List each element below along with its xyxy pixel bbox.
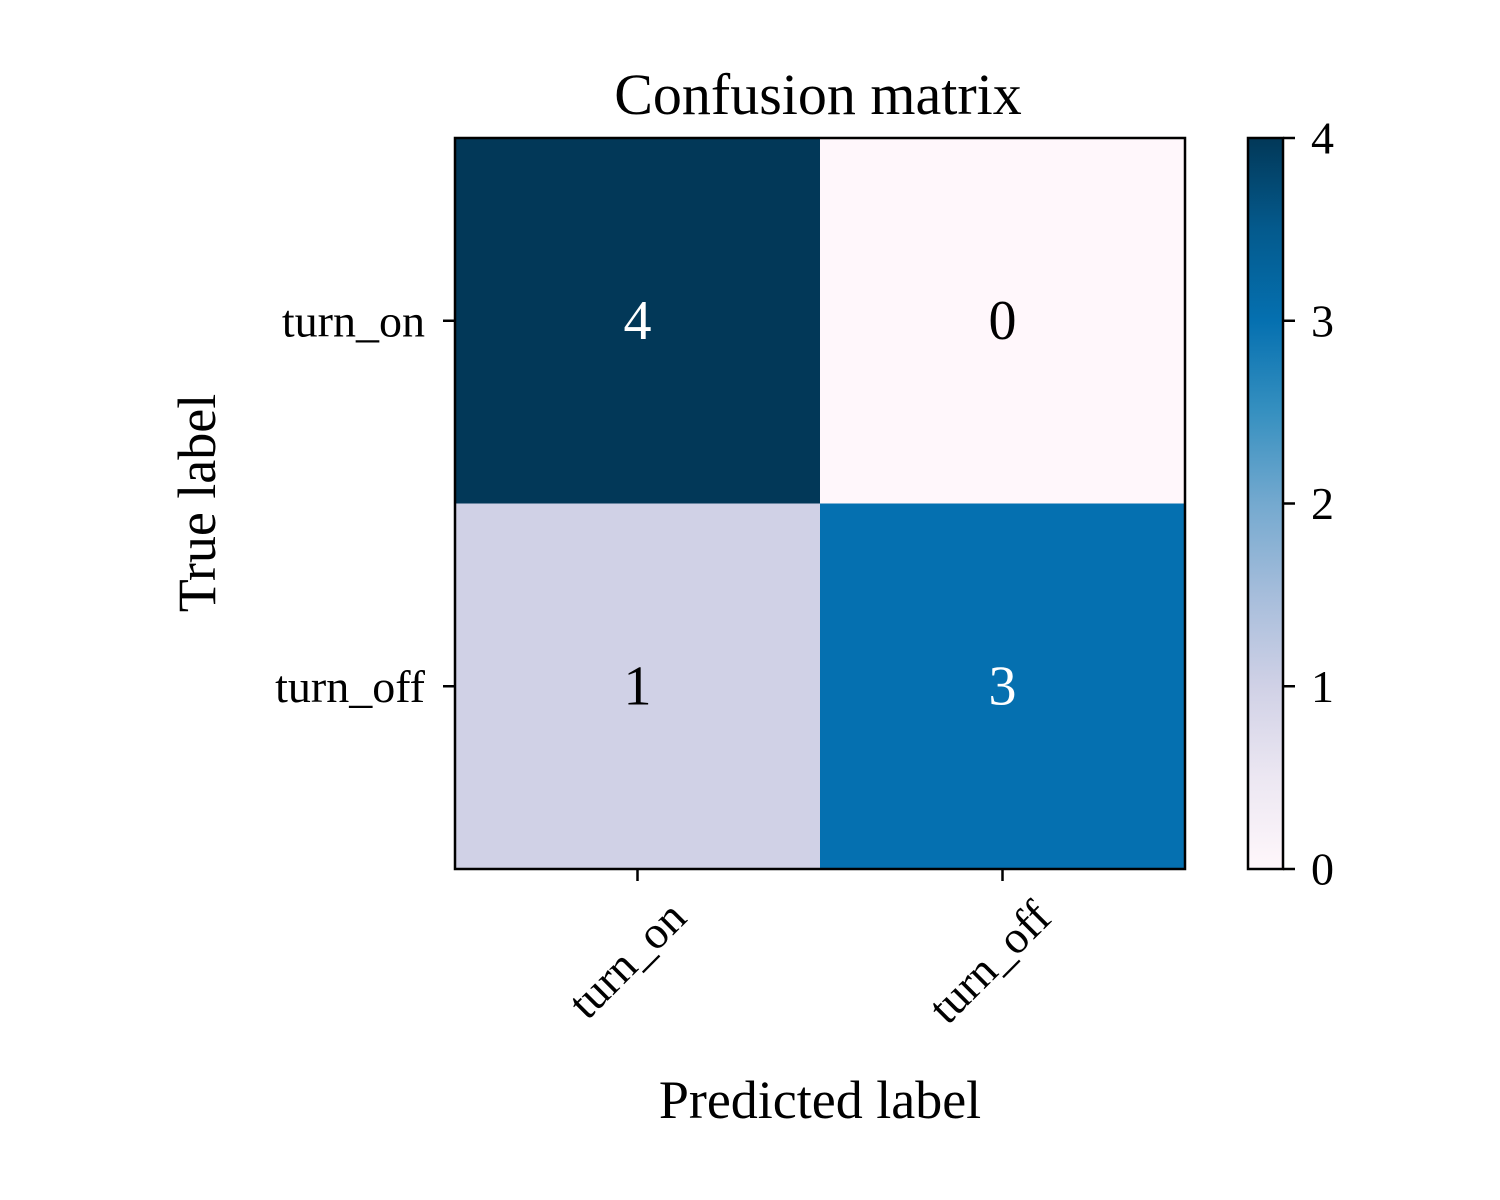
y-tick-label: turn_on [282, 295, 425, 346]
cell-value-labels: 4 0 1 3 [624, 290, 1017, 718]
cell-value-label: 1 [624, 655, 652, 717]
y-axis-ticks: turn_on turn_off [275, 295, 455, 712]
colorbar-ticks: 0 1 2 3 4 [1283, 113, 1334, 895]
cell-value-label: 0 [989, 290, 1017, 352]
cell-value-label: 4 [624, 290, 652, 352]
colorbar-tick-label: 2 [1311, 478, 1334, 529]
heatmap-cells [455, 138, 1186, 870]
colorbar-tick-label: 3 [1311, 295, 1334, 346]
x-axis-label: Predicted label [659, 1070, 981, 1130]
colorbar-tick-label: 4 [1311, 113, 1334, 164]
cell-turn_on-turn_on [455, 138, 821, 504]
colorbar-tick-label: 0 [1311, 844, 1334, 895]
x-axis-ticks: turn_on turn_off [558, 869, 1061, 1033]
cell-value-label: 3 [989, 655, 1017, 717]
y-axis-label: True label [167, 394, 227, 612]
colorbar-tick-label: 1 [1311, 661, 1334, 712]
plot-frame [453, 136, 1187, 871]
cell-turn_off-turn_off [820, 503, 1186, 870]
colorbar [1248, 138, 1283, 869]
cell-turn_on-turn_off [820, 138, 1186, 504]
x-tick-label: turn_off [918, 890, 1061, 1033]
chart-title: Confusion matrix [614, 62, 1022, 127]
cell-turn_off-turn_on [455, 503, 821, 870]
x-tick-label: turn_on [558, 891, 695, 1028]
y-tick-label: turn_off [275, 661, 426, 712]
